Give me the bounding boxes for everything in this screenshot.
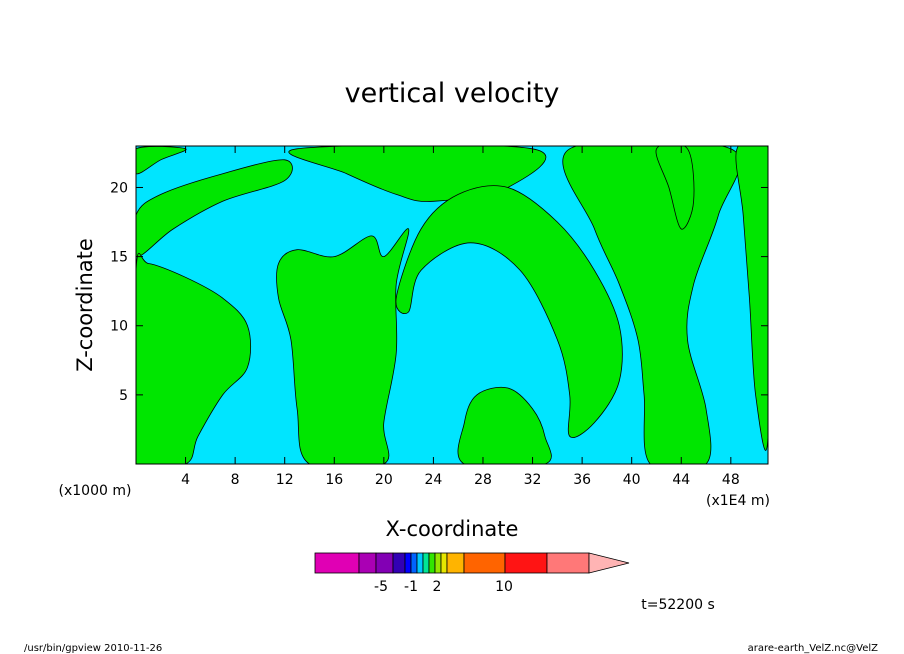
x-tick-label: 8 <box>231 472 240 488</box>
region-central-cloud <box>276 228 410 464</box>
region-right-top-strip <box>655 146 695 230</box>
x-tick-label: 28 <box>474 472 492 488</box>
x-tick-label: 20 <box>375 472 393 488</box>
x-tick-label: 16 <box>325 472 343 488</box>
region-central-plume <box>395 185 623 438</box>
colorbar-segment <box>504 552 548 574</box>
y-axis-title: Z-coordinate <box>73 238 97 372</box>
colorbar-segment <box>440 552 448 574</box>
time-label: t=52200 s <box>641 597 715 613</box>
colorbar-segment <box>314 552 360 574</box>
x-tick-label: 48 <box>722 472 740 488</box>
x-unit-right: (x1E4 m) <box>706 493 770 509</box>
colorbar-labels: -5 -1 2 10 <box>374 579 513 595</box>
colorbar-segment <box>404 552 412 574</box>
y-tick-label: 15 <box>110 250 128 266</box>
colorbar-segment <box>410 552 418 574</box>
region-right-cluster <box>562 146 741 464</box>
colorbar-label: -5 <box>374 579 388 595</box>
colorbar-segment <box>358 552 377 574</box>
colorbar-label: 10 <box>495 579 513 595</box>
x-tick-label: 36 <box>573 472 591 488</box>
colorbar-segment <box>546 552 590 574</box>
colorbar-label: -1 <box>404 579 418 595</box>
region-left-main-blob <box>136 253 252 464</box>
colorbar-segment <box>375 552 394 574</box>
region-far-right-strip <box>735 146 768 451</box>
y-axis: 5 10 15 20 <box>110 180 768 404</box>
footer-left: /usr/bin/gpview 2010-11-26 <box>24 643 162 654</box>
x-axis: 4 8 12 16 20 24 28 32 36 40 44 48 <box>181 146 740 488</box>
colorbar <box>314 552 630 574</box>
region-bottom-mound <box>457 386 552 464</box>
x-tick-label: 12 <box>276 472 294 488</box>
x-unit-left: (x1000 m) <box>59 483 132 499</box>
x-tick-label: 4 <box>181 472 190 488</box>
footer-right: arare-earth_VelZ.nc@VelZ <box>748 643 879 654</box>
x-tick-label: 24 <box>424 472 442 488</box>
plot-area <box>135 145 769 465</box>
x-tick-label: 32 <box>524 472 542 488</box>
positive-velocity-regions <box>136 146 768 464</box>
colorbar-segment <box>392 552 406 574</box>
colorbar-extension-arrow <box>588 552 630 574</box>
colorbar-segment <box>428 552 436 574</box>
x-tick-label: 40 <box>623 472 641 488</box>
colorbar-segment <box>422 552 430 574</box>
region-upper-left-band <box>136 159 293 258</box>
y-tick-label: 20 <box>110 180 128 196</box>
x-axis-title: X-coordinate <box>386 517 519 541</box>
colorbar-label: 2 <box>433 579 442 595</box>
plot-frame <box>135 145 769 465</box>
colorbar-segment <box>446 552 465 574</box>
chart-title: vertical velocity <box>345 78 560 109</box>
y-tick-label: 5 <box>119 388 128 404</box>
y-tick-label: 10 <box>110 319 128 335</box>
colorbar-segment <box>416 552 424 574</box>
x-tick-label: 44 <box>672 472 690 488</box>
colorbar-segment <box>434 552 442 574</box>
colorbar-segment <box>463 552 506 574</box>
